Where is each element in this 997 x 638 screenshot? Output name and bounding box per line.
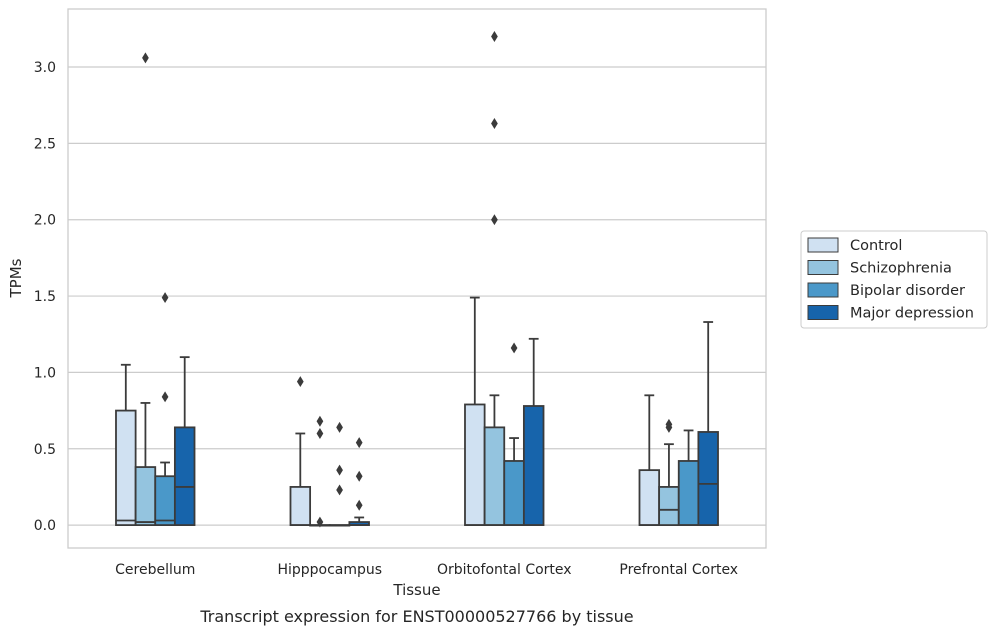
y-tick-label: 0.5 — [34, 442, 56, 458]
box — [483, 426, 506, 526]
legend: Control Schizophrenia Bipolar disorder Majo… — [800, 230, 988, 329]
box-group — [115, 363, 137, 526]
legend-swatch — [807, 260, 839, 275]
outlier-point — [296, 376, 304, 388]
y-tick-label: 2.5 — [34, 136, 56, 152]
box-group — [328, 421, 351, 527]
x-tick-label: Orbitofontal Cortex — [437, 562, 572, 578]
legend-label: Major depression — [850, 306, 974, 322]
box-group — [677, 429, 700, 526]
legend-label: Control — [850, 238, 902, 254]
y-tick-label: 1.0 — [34, 365, 56, 381]
box-group — [658, 418, 680, 526]
box — [658, 486, 680, 526]
outlier-point — [665, 418, 673, 430]
outlier-point — [161, 391, 169, 403]
box — [289, 486, 312, 526]
plot-frame — [67, 8, 767, 549]
outlier-point — [491, 31, 498, 42]
outlier-point — [316, 415, 324, 427]
outlier-point — [491, 214, 498, 226]
outlier-point — [355, 499, 363, 511]
legend-swatch — [807, 237, 839, 253]
y-axis-label: TPMs — [7, 258, 25, 298]
x-tick-label: Hipppocampus — [277, 562, 382, 578]
outlier-point — [491, 118, 498, 129]
box-group — [503, 342, 525, 526]
box-group — [697, 321, 719, 526]
y-tick-label: 3.0 — [34, 60, 56, 76]
box-group — [173, 356, 196, 526]
legend-swatch — [807, 282, 839, 298]
box-group — [483, 31, 506, 526]
x-axis-label: Tissue — [392, 581, 440, 599]
box — [503, 460, 525, 526]
outlier-point — [316, 428, 324, 439]
box-group — [522, 337, 545, 526]
outlier-point — [355, 437, 363, 449]
box-group — [154, 292, 176, 526]
box — [154, 475, 176, 526]
box — [697, 431, 719, 526]
outlier-point — [510, 342, 518, 354]
legend-label: Bipolar disorder — [850, 283, 965, 299]
y-tick-label: 1.5 — [34, 289, 56, 305]
box-group — [638, 394, 661, 526]
box — [638, 469, 661, 526]
box — [464, 403, 486, 526]
legend-frame — [800, 230, 988, 329]
outlier-point — [336, 484, 343, 496]
legend-label: Schizophrenia — [850, 261, 952, 277]
box — [134, 466, 157, 526]
box-plot-marks — [115, 31, 719, 528]
gridlines — [68, 66, 766, 526]
y-tick-label: 2.0 — [34, 213, 56, 229]
box — [677, 460, 700, 526]
box — [522, 405, 545, 526]
outlier-point — [142, 52, 149, 64]
legend-swatch — [807, 305, 839, 320]
outlier-point — [161, 292, 169, 304]
box-group — [134, 52, 157, 526]
box-group — [289, 376, 312, 526]
box — [173, 426, 196, 526]
box-group — [309, 415, 331, 528]
outlier-point — [336, 464, 343, 476]
x-tick-label: Prefrontal Cortex — [619, 562, 738, 578]
y-axis-ticks: 0.0 0.5 1.0 1.5 2.0 2.5 3.0 — [34, 60, 56, 534]
box — [115, 409, 137, 526]
outlier-point — [336, 421, 343, 433]
y-tick-label: 0.0 — [34, 518, 56, 534]
box-group — [348, 437, 370, 526]
box-group — [464, 296, 486, 526]
outlier-point — [355, 470, 363, 482]
chart-caption: Transcript expression for ENST0000052776… — [199, 607, 633, 626]
x-tick-label: Cerebellum — [115, 562, 195, 578]
outlier-point — [316, 516, 324, 528]
x-axis-ticks: Cerebellum Hipppocampus Orbitofontal Corte… — [115, 562, 738, 578]
